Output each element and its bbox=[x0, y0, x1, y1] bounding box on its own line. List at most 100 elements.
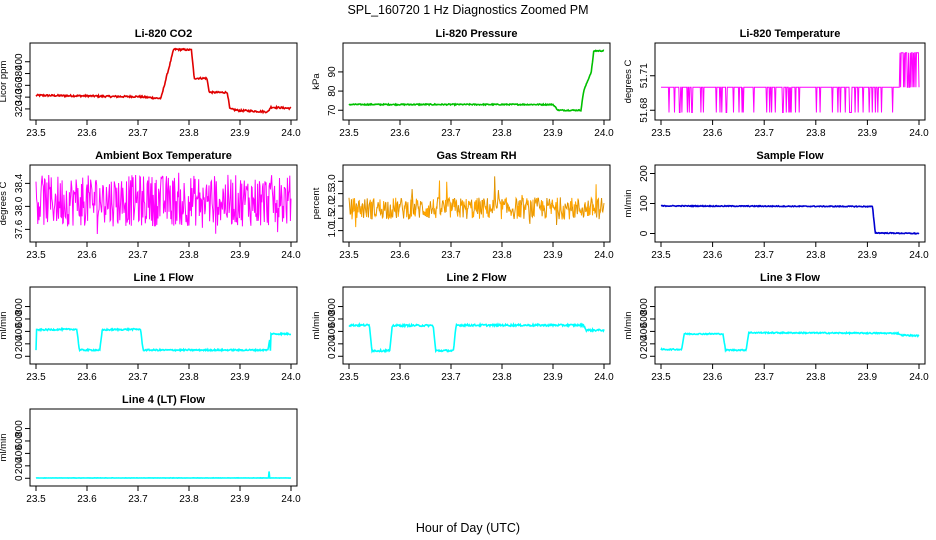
series-line bbox=[348, 176, 605, 228]
x-tick-label: 23.7 bbox=[128, 494, 148, 505]
y-tick-label: 400 bbox=[14, 323, 25, 340]
y-tick-label: 200 bbox=[639, 165, 650, 182]
series-line bbox=[35, 172, 292, 235]
x-tick-label: 23.7 bbox=[754, 128, 774, 139]
panel-title: Line 4 (LT) Flow bbox=[122, 394, 205, 406]
y-tick-label: 800 bbox=[327, 298, 338, 315]
y-axis-label: ml/min bbox=[623, 312, 634, 340]
x-tick-label: 23.8 bbox=[806, 372, 826, 383]
x-tick-label: 24.0 bbox=[909, 128, 929, 139]
panel-title: Line 3 Flow bbox=[760, 272, 820, 284]
y-tick-label: 800 bbox=[639, 298, 650, 315]
x-tick-label: 23.8 bbox=[179, 128, 199, 139]
x-axis: 23.5 23.6 23.7 23.8 23.9 24.0 bbox=[651, 242, 929, 261]
x-tick-label: 23.9 bbox=[543, 128, 563, 139]
y-tick-label: 360 bbox=[14, 77, 25, 94]
x-tick-label: 23.7 bbox=[754, 250, 774, 261]
x-tick-label: 23.6 bbox=[77, 128, 97, 139]
panel-7: Line 1 Flow ml/min 23.5 23.6 23.7 23.8 23.9 24.… bbox=[0, 272, 301, 383]
x-axis: 23.5 23.6 23.7 23.8 23.9 24.0 bbox=[26, 242, 301, 261]
plot-frame bbox=[342, 286, 611, 365]
x-tick-label: 23.5 bbox=[26, 372, 46, 383]
x-tick-label: 23.6 bbox=[703, 250, 723, 261]
y-tick-label: 90 bbox=[327, 66, 338, 78]
y-axis: 0 100 200 bbox=[639, 165, 655, 236]
plot-frame bbox=[29, 42, 298, 121]
y-tick-label: 400 bbox=[14, 445, 25, 462]
x-tick-label: 23.6 bbox=[703, 372, 723, 383]
x-tick-label: 24.0 bbox=[281, 128, 301, 139]
y-tick-label: 38.0 bbox=[14, 196, 25, 216]
x-tick-label: 23.8 bbox=[179, 250, 199, 261]
y-tick-label: 51.68 bbox=[639, 97, 650, 122]
x-tick-label: 23.5 bbox=[651, 372, 671, 383]
series-line bbox=[661, 52, 920, 113]
x-tick-label: 23.6 bbox=[77, 250, 97, 261]
x-tick-label: 23.5 bbox=[26, 494, 46, 505]
x-tick-label: 23.5 bbox=[651, 250, 671, 261]
x-tick-label: 23.9 bbox=[230, 250, 250, 261]
x-axis: 23.5 23.6 23.7 23.8 23.9 24.0 bbox=[651, 120, 929, 139]
plot-frame bbox=[29, 164, 298, 243]
x-tick-label: 23.6 bbox=[390, 128, 410, 139]
x-tick-label: 23.6 bbox=[703, 128, 723, 139]
x-tick-label: 24.0 bbox=[594, 128, 614, 139]
y-tick-label: 0 bbox=[327, 353, 338, 359]
panel-4: Ambient Box Temperature degrees C 23.5 23.6… bbox=[0, 150, 301, 261]
plot-frame bbox=[29, 286, 298, 365]
x-tick-label: 23.9 bbox=[230, 494, 250, 505]
x-axis: 23.5 23.6 23.7 23.8 23.9 24.0 bbox=[651, 364, 929, 383]
panel-9: Line 3 Flow ml/min 23.5 23.6 23.7 23.8 23.9 24.… bbox=[623, 272, 929, 383]
series-line bbox=[348, 49, 605, 112]
y-axis: 37.6 38.0 38.4 bbox=[14, 173, 30, 239]
y-axis: 1.01.52.02.53.0 bbox=[327, 174, 343, 238]
plot-frame bbox=[654, 42, 926, 121]
series-line bbox=[660, 330, 920, 353]
panel-title: Ambient Box Temperature bbox=[95, 150, 232, 162]
x-tick-label: 23.7 bbox=[441, 128, 461, 139]
plot-frame bbox=[654, 164, 926, 243]
y-tick-label: 400 bbox=[14, 53, 25, 70]
y-tick-label: 200 bbox=[639, 335, 650, 352]
y-tick-label: 3.0 bbox=[327, 174, 338, 188]
x-axis: 23.5 23.6 23.7 23.8 23.9 24.0 bbox=[339, 120, 614, 139]
y-axis-label: degrees C bbox=[623, 59, 634, 103]
y-tick-label: 0 bbox=[639, 230, 650, 236]
x-tick-label: 24.0 bbox=[281, 494, 301, 505]
x-axis: 23.5 23.6 23.7 23.8 23.9 24.0 bbox=[26, 120, 301, 139]
y-tick-label: 400 bbox=[327, 323, 338, 340]
y-tick-label: 0 bbox=[14, 475, 25, 481]
series-line bbox=[660, 204, 920, 235]
y-tick-label: 320 bbox=[14, 100, 25, 117]
y-axis-label: Licor ppm bbox=[0, 61, 9, 103]
series-line bbox=[348, 322, 605, 354]
panel-title: Li-820 Pressure bbox=[436, 28, 518, 40]
x-tick-label: 24.0 bbox=[594, 250, 614, 261]
x-axis-label: Hour of Day (UTC) bbox=[416, 521, 520, 535]
x-tick-label: 23.9 bbox=[858, 250, 878, 261]
y-tick-label: 0 bbox=[14, 353, 25, 359]
panel-title: Sample Flow bbox=[756, 150, 824, 162]
x-tick-label: 23.8 bbox=[492, 372, 512, 383]
y-tick-label: 600 bbox=[639, 310, 650, 327]
x-axis: 23.5 23.6 23.7 23.8 23.9 24.0 bbox=[26, 486, 301, 505]
x-tick-label: 23.5 bbox=[339, 372, 359, 383]
panel-5: Gas Stream RH percent 23.5 23.6 23.7 23.8 23.9… bbox=[311, 150, 614, 261]
y-tick-label: 1.5 bbox=[327, 211, 338, 225]
y-axis-label: ml/min bbox=[0, 434, 9, 462]
y-tick-label: 51.71 bbox=[639, 63, 650, 88]
x-tick-label: 23.8 bbox=[492, 128, 512, 139]
x-tick-label: 23.7 bbox=[441, 250, 461, 261]
x-tick-label: 23.5 bbox=[26, 128, 46, 139]
y-tick-label: 100 bbox=[639, 195, 650, 212]
y-tick-label: 2.0 bbox=[327, 199, 338, 213]
x-tick-label: 23.9 bbox=[230, 372, 250, 383]
panel-6: Sample Flow ml/min 23.5 23.6 23.7 23.8 23.9 24.… bbox=[623, 150, 929, 261]
y-tick-label: 600 bbox=[14, 310, 25, 327]
y-tick-label: 600 bbox=[14, 432, 25, 449]
x-axis: 23.5 23.6 23.7 23.8 23.9 24.0 bbox=[339, 364, 614, 383]
